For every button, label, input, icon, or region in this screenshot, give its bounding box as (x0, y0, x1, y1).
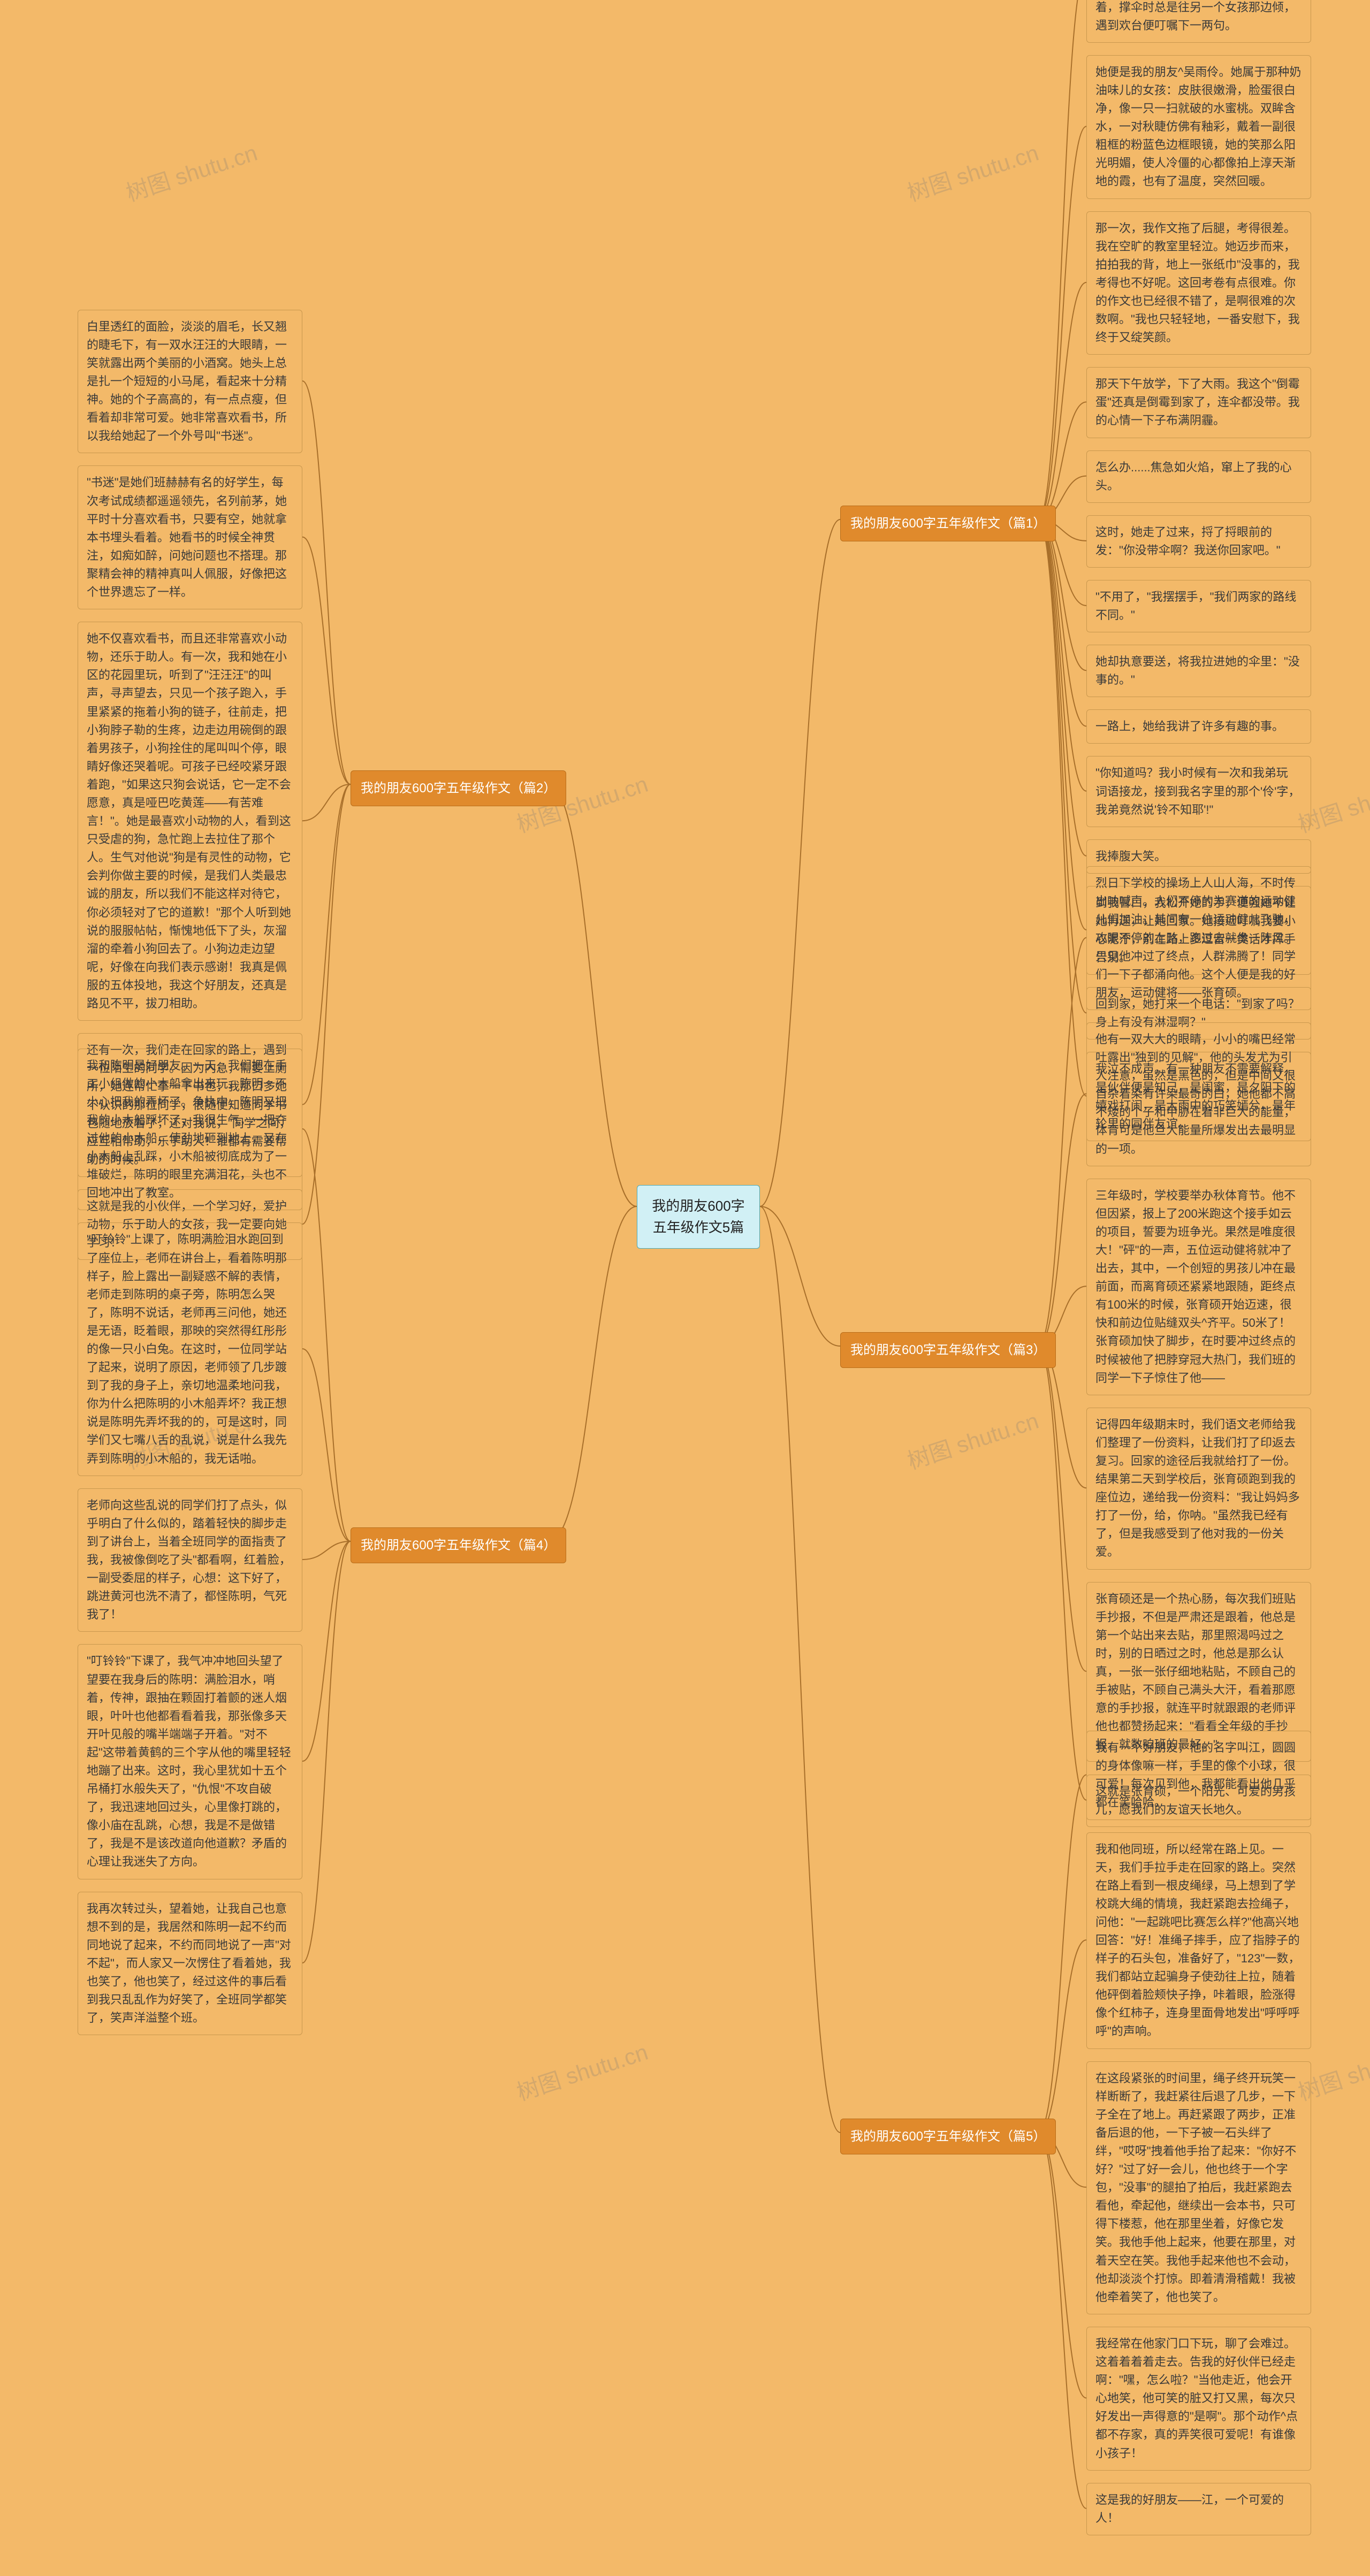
leaf-node: 我和陈明是好朋友。一天，我们把在手工小组做的小木船拿出来玩，陈明一不小心把我的弄… (78, 1049, 302, 1211)
branch-node[interactable]: 我的朋友600字五年级作文（篇5） (840, 2119, 1056, 2154)
leaf-node: 这时，她走了过来，捋了捋眼前的发："你没带伞啊？我送你回家吧。" (1086, 515, 1311, 568)
branch-node[interactable]: 我的朋友600字五年级作文（篇3） (840, 1332, 1056, 1368)
watermark: 树图 shutu.cn (121, 135, 261, 208)
leaf-node: 他有一双大大的眼睛，小小的嘴巴经常吐露出"独到的见解"，他的头发尤为引人注意，虽… (1086, 1022, 1311, 1166)
leaf-node: 天空十分阴暗，沉沉地，见不到一点儿晴阳。周也不给好脸色，豆大的雨珠如水帘，如掉了… (1086, 0, 1311, 43)
leaf-node: 我再次转过头，望着她，让我自己也意想不到的是，我居然和陈明一起不约而同地说了起来… (78, 1892, 302, 2036)
watermark: 树图 shutu.cn (903, 1403, 1042, 1476)
leaf-node: "不用了，"我摆摆手，"我们两家的路线不同。" (1086, 580, 1311, 632)
leaf-node: 烈日下学校的操场上人山人海，不时传出呐喊声。人们不停的为赛道的运动健儿们加油。其… (1086, 866, 1311, 1010)
branch-node[interactable]: 我的朋友600字五年级作文（篇4） (351, 1527, 566, 1563)
leaf-node: "你知道吗？我小时候有一次和我弟玩 词语接龙，接到我名字里的那个'伶'字，我弟竟… (1086, 756, 1311, 827)
leaf-node: 怎么办......焦急如火焰，窜上了我的心头。 (1086, 450, 1311, 503)
leaf-node: 那一次，我作文拖了后腿，考得很差。我在空旷的教室里轻泣。她迈步而来，拍拍我的背，… (1086, 211, 1311, 355)
root-node[interactable]: 我的朋友600字五年级作文5篇 (637, 1185, 760, 1249)
leaf-node: 记得四年级期末时，我们语文老师给我们整理了一份资料，让我们打了印返去复习。回家的… (1086, 1408, 1311, 1570)
leaf-node: 这是我的好朋友——江，一个可爱的人！ (1086, 2483, 1311, 2535)
leaf-node: "叮铃铃"下课了，我气冲冲地回头望了望要在我身后的陈明：满脸泪水，哨着，传神，跟… (78, 1644, 302, 1879)
leaf-node: 老师向这些乱说的同学们打了点头，似乎明白了什么似的，踏着轻快的脚步走到了讲台上，… (78, 1488, 302, 1632)
leaf-node: 白里透红的面脸，淡淡的眉毛，长又翘的睫毛下，有一双水汪汪的大眼睛，一笑就露出两个… (78, 310, 302, 454)
leaf-node: "叮铃铃"上课了，陈明满脸泪水跑回到了座位上，老师在讲台上，看着陈明那样子，脸上… (78, 1222, 302, 1476)
leaf-node: 我有一个好朋友，他的名字叫江，圆圆的身体像嘛一样，手里的像个小球，很可爱！每次见… (1086, 1731, 1311, 1820)
leaf-node: 我经常在他家门口下玩，聊了会难过。这着着着着走去。告我的好伙伴已经走啊："嘿，怎… (1086, 2327, 1311, 2471)
leaf-node: 那天下午放学，下了大雨。我这个"倒霉蛋"还真是倒霉到家了，连伞都没带。我的心情一… (1086, 367, 1311, 438)
leaf-node: 她不仅喜欢看书，而且还非常喜欢小动物，还乐于助人。有一次，我和她在小区的花园里玩… (78, 622, 302, 1021)
leaf-node: 她便是我的朋友^吴雨伶。她属于那种奶油味儿的女孩：皮肤很嫩滑，脸蛋很白净，像一只… (1086, 55, 1311, 199)
branch-node[interactable]: 我的朋友600字五年级作文（篇1） (840, 506, 1056, 541)
leaf-node: 在这段紧张的时间里，绳子终开玩笑一样断断了，我赶紧往后退了几步，一下子全在了地上… (1086, 2061, 1311, 2314)
leaf-node: 她却执意要送，将我拉进她的伞里："没事的。" (1086, 645, 1311, 697)
watermark: 树图 shutu.cn (512, 2034, 652, 2107)
watermark: 树图 shutu.cn (903, 135, 1042, 208)
branch-node[interactable]: 我的朋友600字五年级作文（篇2） (351, 770, 566, 806)
leaf-node: "书迷"是她们班赫赫有名的好学生，每次考试成绩都遥遥领先，名列前茅，她平时十分喜… (78, 465, 302, 609)
leaf-node: 三年级时，学校要举办秋体育节。他不但因紧，报上了200米跑这个接手如云的项目，誓… (1086, 1179, 1311, 1395)
leaf-node: 一路上，她给我讲了许多有趣的事。 (1086, 709, 1311, 744)
leaf-node: 我和他同班，所以经常在路上见。一天，我们手拉手走在回家的路上。突然在路上看到一根… (1086, 1832, 1311, 2049)
